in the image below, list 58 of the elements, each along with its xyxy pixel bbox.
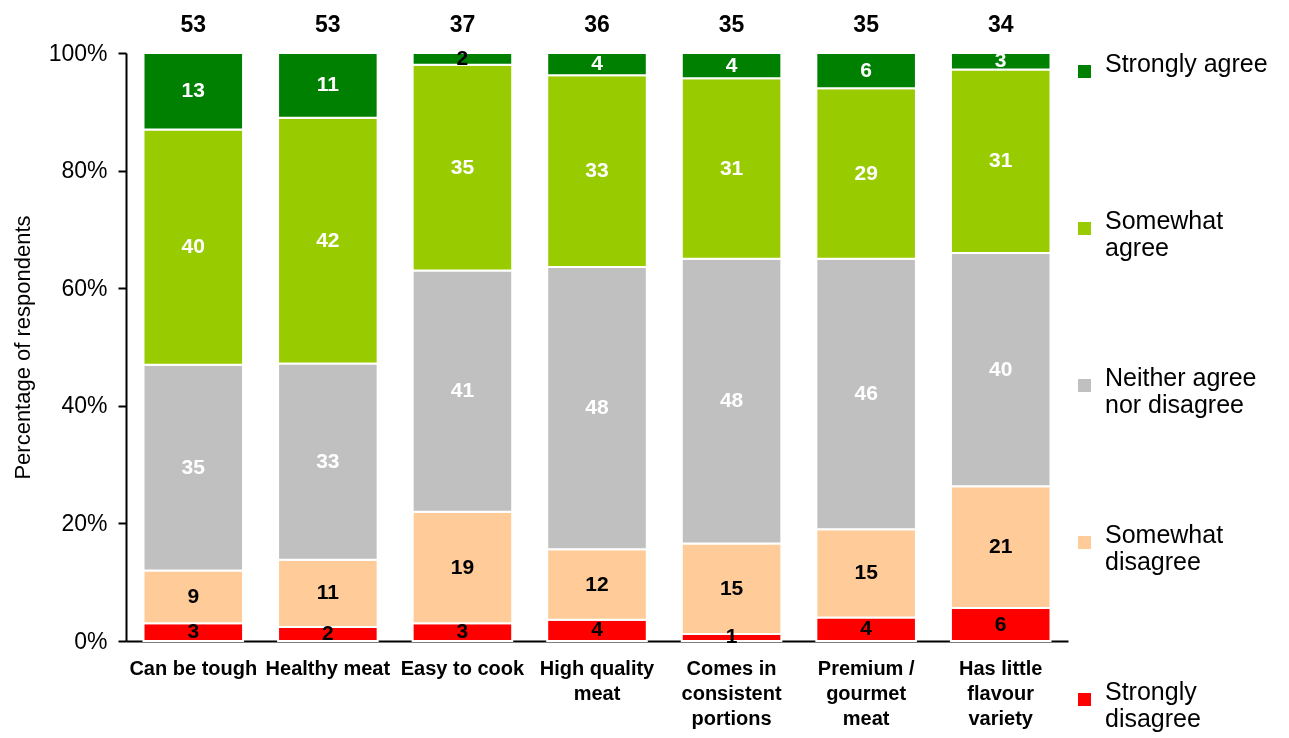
data-label: 3 bbox=[187, 619, 200, 643]
legend-label: Strongly agree bbox=[1105, 48, 1268, 77]
data-label: 4 bbox=[860, 616, 873, 640]
data-label: 13 bbox=[181, 78, 205, 102]
data-label: 4 bbox=[591, 51, 604, 75]
data-label: 19 bbox=[450, 554, 475, 578]
y-tick-label: 100% bbox=[48, 39, 108, 66]
text: 53 bbox=[180, 11, 207, 37]
x-tick-label: Comes in consistent portions bbox=[681, 656, 782, 729]
data-label: 46 bbox=[854, 381, 878, 405]
data-label: 33 bbox=[585, 158, 609, 182]
x-tick-label: Can be tough bbox=[129, 656, 258, 679]
data-label: 48 bbox=[719, 388, 744, 412]
data-label: 35 bbox=[181, 454, 206, 478]
data-label: 29 bbox=[854, 160, 878, 184]
data-label: 4 bbox=[725, 52, 738, 76]
legend-label: Somewhat disagree bbox=[1105, 519, 1224, 575]
data-label: 31 bbox=[989, 148, 1013, 172]
data-label: 15 bbox=[719, 575, 744, 599]
data-label: 33 bbox=[316, 448, 340, 472]
data-label: 12 bbox=[585, 571, 609, 595]
text: 34 bbox=[987, 11, 1014, 37]
data-label: 6 bbox=[860, 57, 872, 81]
text: 35 bbox=[718, 11, 745, 37]
y-axis-title: Percentage of respondents bbox=[9, 215, 35, 480]
data-label: 31 bbox=[719, 155, 744, 179]
text: 36 bbox=[584, 11, 610, 37]
data-label: 11 bbox=[316, 580, 340, 604]
data-label: 2 bbox=[322, 620, 334, 644]
data-label: 42 bbox=[316, 227, 340, 251]
data-label: 15 bbox=[854, 560, 879, 584]
data-label: 21 bbox=[989, 534, 1013, 558]
legend-label: Strongly disagree bbox=[1105, 676, 1201, 732]
data-label: 48 bbox=[585, 395, 609, 419]
x-tick-label: Healthy meat bbox=[265, 656, 391, 679]
y-tick-label: 80% bbox=[61, 157, 108, 184]
text: 37 bbox=[449, 11, 476, 37]
text: 53 bbox=[315, 11, 341, 37]
data-label: 11 bbox=[316, 72, 340, 96]
data-label: 40 bbox=[989, 356, 1013, 380]
data-label: 41 bbox=[450, 378, 475, 402]
x-tick-label: Premium / gourmet meat bbox=[817, 656, 915, 729]
data-label: 4 bbox=[591, 617, 604, 641]
data-label: 40 bbox=[181, 234, 205, 258]
x-tick-label: High quality meat bbox=[539, 656, 656, 704]
legend-label: Somewhat agree bbox=[1105, 205, 1224, 261]
data-label: 3 bbox=[456, 619, 469, 643]
legend-label: Neither agree nor disagree bbox=[1105, 362, 1257, 418]
data-label: 35 bbox=[450, 154, 475, 178]
y-tick-label: 40% bbox=[61, 392, 108, 419]
x-tick-label: Easy to cook bbox=[400, 656, 525, 679]
y-tick-label: 60% bbox=[61, 274, 108, 301]
x-tick-label: Has little flavour variety bbox=[959, 656, 1043, 729]
y-tick-label: 0% bbox=[74, 627, 108, 654]
data-label: 9 bbox=[187, 583, 200, 607]
text: 35 bbox=[853, 11, 880, 37]
data-label: 6 bbox=[994, 611, 1007, 635]
y-tick-label: 20% bbox=[61, 509, 108, 536]
